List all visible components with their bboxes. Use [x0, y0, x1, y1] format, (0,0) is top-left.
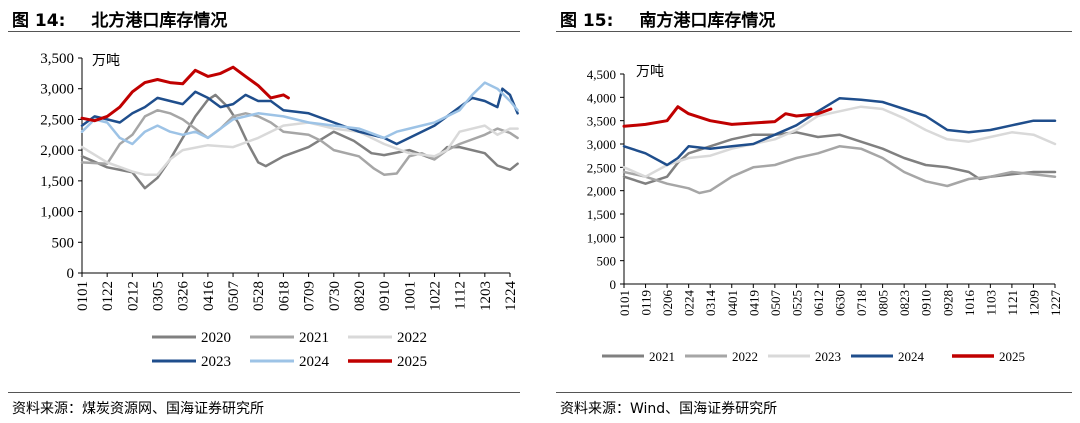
- x-tick-label: 0618: [276, 281, 292, 311]
- x-tick-label: 0122: [100, 281, 116, 311]
- x-tick-label: 0805: [876, 290, 891, 316]
- x-tick-label: 0507: [226, 281, 242, 312]
- y-tick-label: 1,000: [40, 205, 74, 221]
- north-port-inventory-chart: 0 500 1,000 1,500 2,000 2,500 3,000 3,500 万吨 0101…: [40, 51, 519, 370]
- x-tick-label: 0305: [151, 281, 167, 311]
- legend-label-2025: 2025: [397, 354, 427, 370]
- left-figure-title: 北方港口库存情况: [91, 11, 228, 31]
- x-tick-label: 0119: [639, 290, 654, 316]
- y-tick-label: 0: [610, 277, 617, 292]
- x-tick-label: 0419: [746, 290, 761, 316]
- y-tick-label: 3,500: [40, 51, 74, 67]
- left-source-rule: [8, 392, 520, 393]
- y-tick-label: 0: [67, 266, 75, 282]
- x-tick-label: 1001: [402, 281, 418, 311]
- x-tick-label: 0416: [201, 281, 217, 312]
- x-tick-label: 0528: [251, 281, 267, 311]
- left-source-note: 资料来源：煤炭资源网、国海证券研究所: [12, 401, 264, 417]
- x-tick-label: 0525: [789, 290, 804, 316]
- x-tick-label: 0612: [811, 290, 826, 316]
- right-source-note: 资料来源：Wind、国海证券研究所: [560, 401, 778, 417]
- x-tick-label: 0101: [617, 290, 632, 316]
- right-title-rule: [556, 31, 1072, 32]
- x-tick-label: 0718: [854, 290, 869, 316]
- x-tick-label: 0709: [302, 281, 318, 311]
- x-tick-label: 0910: [919, 290, 934, 316]
- x-tick-label: 0928: [940, 290, 955, 316]
- left-title-rule: [8, 31, 520, 32]
- x-tick-label: 1227: [1048, 290, 1063, 317]
- x-tick-label: 1121: [1005, 290, 1020, 316]
- x-tick-label: 1022: [427, 281, 443, 311]
- legend-label-2023: 2023: [815, 349, 841, 364]
- x-tick-label: 0101: [75, 281, 91, 311]
- unit-label: 万吨: [92, 53, 120, 69]
- y-tick-label: 2,500: [587, 160, 616, 175]
- x-tick-label: 1203: [478, 281, 494, 311]
- legend-label-2023: 2023: [201, 354, 231, 370]
- x-tick-label: 0507: [768, 290, 783, 317]
- series-line-2024: [622, 97, 1057, 167]
- x-tick-label: 0730: [327, 281, 343, 311]
- y-tick-label: 2,000: [40, 143, 74, 159]
- x-tick-label: 1112: [453, 281, 469, 310]
- x-tick-label: 0212: [125, 281, 141, 311]
- x-tick-label: 1224: [503, 281, 519, 312]
- y-tick-label: 2,500: [40, 112, 74, 128]
- left-figure-label: 图 14:: [12, 11, 66, 31]
- legend-label-2021: 2021: [649, 349, 675, 364]
- x-tick-label: 0326: [176, 281, 192, 312]
- right-figure-title: 南方港口库存情况: [639, 11, 776, 31]
- y-tick-label: 4,000: [587, 90, 616, 105]
- legend-label-2022: 2022: [397, 330, 427, 346]
- x-tick-label: 0630: [833, 290, 848, 316]
- x-tick-label: 0910: [377, 281, 393, 311]
- x-tick-label: 0820: [352, 281, 368, 311]
- legend-label-2025: 2025: [999, 349, 1025, 364]
- y-tick-label: 1,000: [587, 230, 616, 245]
- x-tick-label: 0206: [660, 290, 675, 317]
- legend-label-2020: 2020: [201, 330, 231, 346]
- y-tick-label: 500: [52, 235, 75, 251]
- right-figure-label: 图 15:: [560, 11, 614, 31]
- y-tick-label: 1,500: [40, 174, 74, 190]
- series-line-2024: [80, 81, 519, 146]
- y-tick-label: 1,500: [587, 207, 616, 222]
- x-tick-label: 1016: [962, 290, 977, 317]
- y-tick-label: 3,000: [587, 137, 616, 152]
- x-tick-label: 1103: [983, 290, 998, 316]
- left-panel-title: 图 14: 北方港口库存情况: [12, 6, 227, 31]
- x-tick-label: 0823: [897, 290, 912, 316]
- y-tick-label: 4,500: [587, 67, 616, 82]
- legend-label-2022: 2022: [732, 349, 758, 364]
- y-tick-label: 3,500: [587, 114, 616, 129]
- series-line-2022: [622, 145, 1057, 195]
- x-tick-label: 1209: [1026, 290, 1041, 316]
- legend-label-2021: 2021: [299, 330, 329, 346]
- south-port-inventory-chart: 0 500 1,000 1,500 2,000 2,500 3,000 3,500 4,000 4…: [587, 64, 1063, 364]
- right-source-rule: [556, 392, 1072, 393]
- y-tick-label: 3,000: [40, 82, 74, 98]
- series-line-2025: [622, 105, 833, 128]
- legend-label-2024: 2024: [299, 354, 330, 370]
- series-line-2023: [80, 87, 519, 146]
- y-tick-label: 500: [597, 254, 617, 269]
- unit-label: 万吨: [636, 64, 664, 80]
- x-tick-label: 0314: [703, 290, 718, 317]
- y-tick-label: 2,000: [587, 184, 616, 199]
- legend-label-2024: 2024: [898, 349, 925, 364]
- x-tick-label: 0224: [682, 290, 697, 317]
- series-line-2023: [622, 105, 1057, 178]
- series-line-2025: [80, 65, 290, 123]
- right-panel-title: 图 15: 南方港口库存情况: [560, 6, 775, 31]
- x-tick-label: 0401: [725, 290, 740, 316]
